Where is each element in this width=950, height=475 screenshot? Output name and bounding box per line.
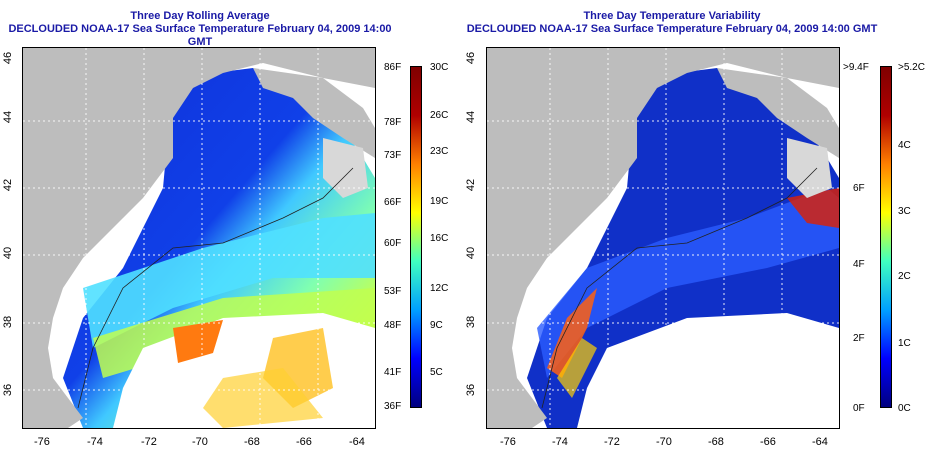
left-cb-c-label: 23C [430, 146, 449, 157]
right-y-tick: 38 [465, 315, 478, 329]
right-cb-f-label: 2F [853, 333, 865, 344]
left-cb-c-label: 19C [430, 196, 449, 207]
left-cb-c-label: 12C [430, 283, 449, 294]
left-x-tick: -64 [349, 436, 365, 448]
left-cb-f-label: 60F [384, 238, 402, 249]
left-y-tick: 46 [2, 51, 15, 65]
right-y-tick: 36 [465, 383, 478, 397]
right-cb-c-label: 0C [898, 403, 911, 414]
right-map [486, 47, 840, 429]
right-cb-f-label: 6F [853, 183, 865, 194]
left-cb-c-label: 5C [430, 367, 443, 378]
right-cb-f-label: 4F [853, 259, 865, 270]
right-cb-c-label: 4C [898, 140, 911, 151]
right-map-svg [487, 48, 839, 428]
right-cb-f-label: >9.4F [843, 62, 869, 73]
left-title-line2: DECLOUDED NOAA-17 Sea Surface Temperatur… [8, 23, 392, 48]
right-x-tick: -66 [760, 436, 776, 448]
left-y-tick: 36 [2, 383, 15, 397]
right-cb-c-label: 1C [898, 338, 911, 349]
left-x-tick: -66 [296, 436, 312, 448]
left-y-tick: 38 [2, 315, 15, 329]
left-cb-f-label: 86F [384, 62, 402, 73]
left-colorbar [410, 66, 422, 408]
right-x-tick: -68 [708, 436, 724, 448]
right-x-tick: -74 [552, 436, 568, 448]
right-y-tick: 40 [465, 246, 478, 260]
left-y-tick: 40 [2, 246, 15, 260]
left-x-tick: -74 [87, 436, 103, 448]
left-cb-f-label: 41F [384, 367, 402, 378]
right-title: Three Day Temperature Variability DECLOU… [462, 10, 882, 36]
left-title-line1: Three Day Rolling Average [130, 10, 270, 22]
right-y-tick: 44 [465, 110, 478, 124]
right-x-tick: -72 [604, 436, 620, 448]
left-x-tick: -76 [34, 436, 50, 448]
right-x-tick: -70 [656, 436, 672, 448]
right-title-line1: Three Day Temperature Variability [583, 10, 761, 22]
left-cb-c-label: 26C [430, 110, 449, 121]
right-colorbar [880, 66, 892, 408]
right-y-tick: 46 [465, 51, 478, 65]
left-y-tick: 42 [2, 178, 15, 192]
right-title-line2: DECLOUDED NOAA-17 Sea Surface Temperatur… [466, 23, 878, 35]
right-cb-c-label: >5.2C [898, 62, 925, 73]
left-x-tick: -70 [192, 436, 208, 448]
left-x-tick: -72 [141, 436, 157, 448]
left-cb-c-label: 9C [430, 320, 443, 331]
left-x-tick: -68 [244, 436, 260, 448]
left-cb-f-label: 53F [384, 286, 402, 297]
left-map [22, 47, 376, 429]
right-y-tick: 42 [465, 178, 478, 192]
left-cb-c-label: 30C [430, 62, 449, 73]
left-cb-f-label: 66F [384, 197, 402, 208]
right-cb-c-label: 3C [898, 206, 911, 217]
right-cb-c-label: 2C [898, 271, 911, 282]
left-cb-f-label: 73F [384, 150, 402, 161]
left-y-tick: 44 [2, 110, 15, 124]
left-cb-f-label: 48F [384, 320, 402, 331]
left-title: Three Day Rolling Average DECLOUDED NOAA… [0, 10, 400, 49]
left-cb-f-label: 78F [384, 117, 402, 128]
right-x-tick: -64 [812, 436, 828, 448]
left-map-svg [23, 48, 375, 428]
left-cb-f-label: 36F [384, 401, 402, 412]
right-x-tick: -76 [500, 436, 516, 448]
left-cb-c-label: 16C [430, 233, 449, 244]
right-cb-f-label: 0F [853, 403, 865, 414]
